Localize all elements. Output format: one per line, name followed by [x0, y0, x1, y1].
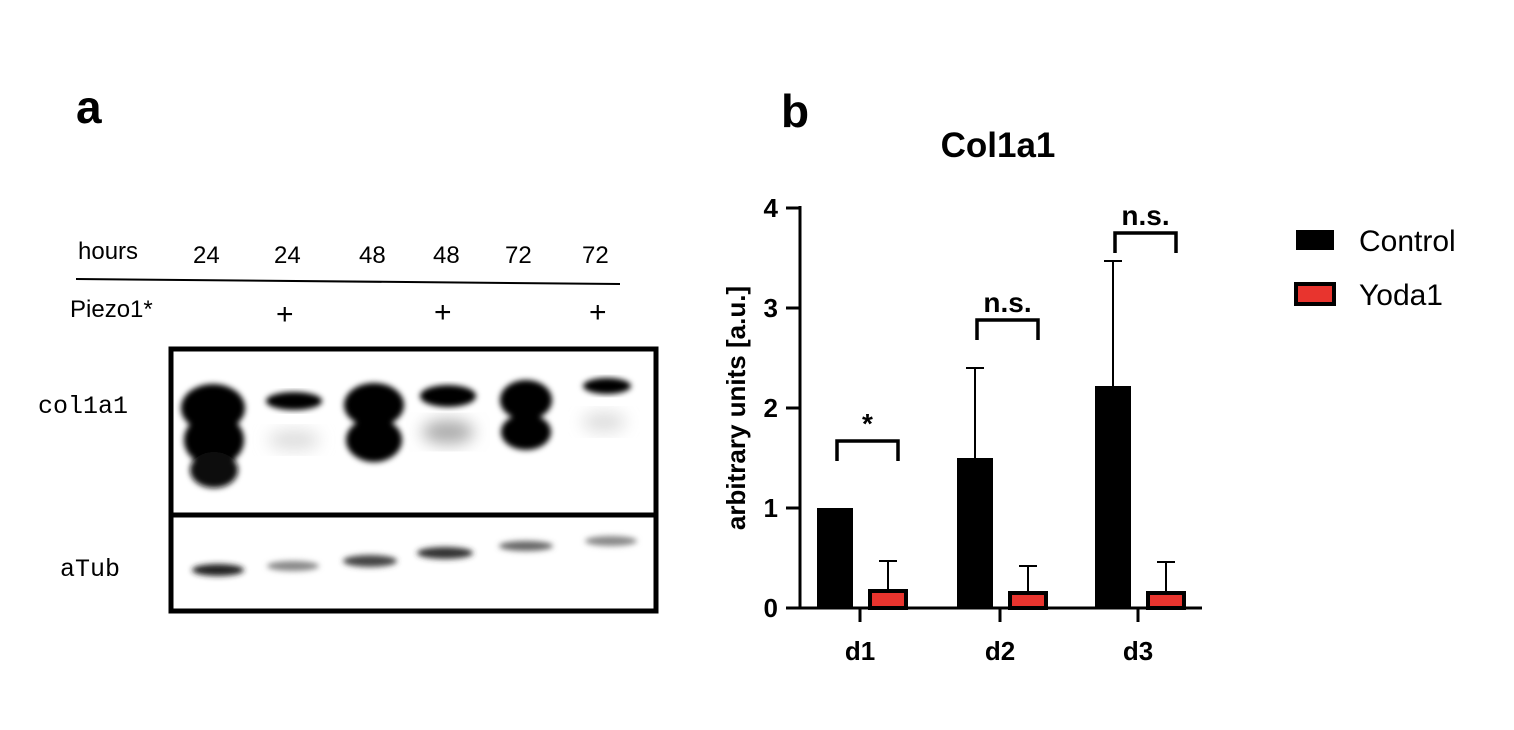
x-tick-label: d2 [985, 636, 1015, 666]
bar-control [817, 508, 853, 608]
significance-label: n.s. [1121, 200, 1169, 231]
legend-label-control: Control [1359, 225, 1456, 258]
blot-label-col1a1: col1a1 [38, 392, 129, 421]
bar-control [957, 458, 993, 608]
bar-yoda1 [1008, 591, 1048, 610]
legend-swatch-control [1296, 230, 1334, 250]
y-tick-label: 3 [764, 293, 778, 323]
significance-bracket [975, 318, 1040, 340]
piezo-plus: + [434, 296, 452, 329]
legend-label-yoda1: Yoda1 [1359, 279, 1443, 312]
significance-label: n.s. [983, 287, 1031, 318]
header-divider [75, 278, 621, 285]
piezo-plus: + [276, 298, 294, 331]
hours-value: 48 [433, 242, 460, 269]
bar-yoda1 [1146, 591, 1186, 610]
hours-value: 24 [193, 242, 220, 269]
bar-yoda1 [868, 589, 908, 610]
hours-value: 72 [505, 242, 532, 269]
col1a1-blot-frame [168, 346, 659, 518]
panel-a-letter: a [76, 81, 102, 133]
significance-bracket [1113, 231, 1178, 253]
blot-image [75, 278, 659, 614]
piezo-label: Piezo1* [70, 296, 153, 323]
y-axis-label: arbitrary units [a.u.] [721, 286, 751, 530]
blot-label-atub: aTub [60, 555, 121, 584]
significance-label: * [862, 408, 873, 439]
x-tick-label: d3 [1123, 636, 1153, 666]
hours-label: hours [78, 238, 139, 265]
hours-value: 24 [274, 242, 301, 269]
y-tick-label: 4 [764, 193, 779, 223]
y-tick-label: 1 [764, 493, 778, 523]
bar-control [1095, 386, 1131, 608]
hours-value: 48 [359, 242, 386, 269]
x-tick-label: d1 [845, 636, 875, 666]
y-tick-label: 0 [764, 593, 778, 623]
atub-blot-frame [168, 512, 659, 614]
piezo-plus: + [589, 296, 607, 329]
y-tick-label: 2 [764, 393, 778, 423]
legend-swatch-yoda1 [1294, 282, 1336, 306]
hours-value: 72 [582, 242, 609, 269]
significance-bracket [835, 439, 900, 461]
panel-b-letter: b [781, 85, 810, 137]
chart-title: Col1a1 [941, 126, 1056, 165]
